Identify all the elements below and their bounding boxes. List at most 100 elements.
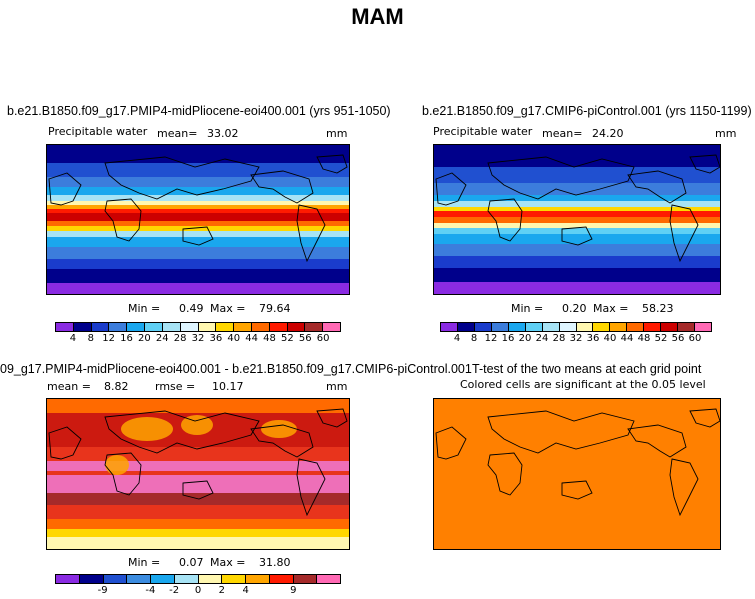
panel3-mean-label: mean =	[47, 380, 91, 393]
colorbar-label: 28	[173, 333, 187, 344]
colorbar-label: 56	[298, 333, 312, 344]
colorbar-cell	[661, 323, 679, 331]
colorbar-cell	[151, 575, 175, 583]
panel2-variable: Precipitable water	[433, 125, 533, 138]
colorbar-label: 24	[155, 333, 169, 344]
panel3-colorbar: -9 -4 -2 0 2 4 9	[55, 574, 341, 596]
colorbar-label: 44	[620, 333, 634, 344]
colorbar-cell	[269, 323, 288, 331]
colorbar-cell	[678, 323, 696, 331]
colorbar-cell	[593, 323, 611, 331]
colorbar-cell	[73, 323, 92, 331]
panel2-title: b.e21.B1850.f09_g17.CMIP6-piControl.001 …	[422, 104, 752, 118]
colorbar-label: 32	[569, 333, 583, 344]
colorbar-label: -2	[169, 585, 180, 596]
panel1-variable: Precipitable water	[48, 125, 148, 138]
panel2-mean-value: 24.20	[592, 127, 624, 140]
colorbar-label: 12	[102, 333, 115, 344]
colorbar-label: 20	[518, 333, 532, 344]
colorbar-cell	[491, 323, 509, 331]
colorbar-label: 0	[194, 585, 202, 596]
panel2-max-value: 58.23	[642, 302, 674, 315]
panel3-max-label: Max =	[210, 556, 246, 569]
colorbar-cell	[323, 323, 340, 331]
panel1-map	[46, 144, 350, 295]
panel2-units: mm	[715, 127, 737, 140]
panel2-map	[433, 144, 721, 295]
colorbar-cell	[180, 323, 199, 331]
panel1-mean-label: mean=	[157, 127, 198, 140]
colorbar-cell	[103, 575, 128, 583]
colorbar-label: 20	[138, 333, 151, 344]
colorbar-cells	[440, 322, 712, 332]
colorbar-label: 48	[263, 333, 276, 344]
colorbar-cell	[610, 323, 628, 331]
colorbar-label: 12	[484, 333, 498, 344]
colorbar-cell	[542, 323, 560, 331]
colorbar-label: 28	[552, 333, 566, 344]
panel2-min-label: Min =	[511, 302, 544, 315]
colorbar-label: 8	[470, 333, 478, 344]
panel2-min-value: 0.20	[562, 302, 587, 315]
colorbar-cell	[91, 323, 110, 331]
colorbar-cell	[293, 575, 318, 583]
colorbar-cell	[56, 323, 74, 331]
panel1-min-value: 0.49	[179, 302, 204, 315]
colorbar-cell	[198, 575, 223, 583]
panel3-rmse-value: 10.17	[212, 380, 244, 393]
colorbar-cell	[559, 323, 577, 331]
colorbar-label: 60	[316, 333, 330, 344]
colorbar-label: 32	[191, 333, 205, 344]
colorbar-label: 48	[637, 333, 651, 344]
colorbar-label: 16	[120, 333, 133, 344]
colorbar-cell	[216, 323, 235, 331]
colorbar-cell	[576, 323, 594, 331]
colorbar-cell	[457, 323, 475, 331]
colorbar-label: 4	[242, 585, 249, 596]
colorbar-label: 56	[671, 333, 685, 344]
colorbar-cell	[145, 323, 163, 331]
colorbar-label: 9	[290, 585, 297, 596]
colorbar-label: 4	[453, 333, 461, 344]
colorbar-cell	[222, 575, 246, 583]
panel1-max-value: 79.64	[259, 302, 291, 315]
colorbar-label: 52	[281, 333, 294, 344]
panel3-max-value: 31.80	[259, 556, 291, 569]
panel4-title: T-test of the two means at each grid poi…	[472, 362, 702, 376]
colorbar-cell	[525, 323, 543, 331]
colorbar-cell	[198, 323, 217, 331]
colorbar-cell	[474, 323, 492, 331]
panel1-mean-value: 33.02	[207, 127, 239, 140]
colorbar-cell	[127, 323, 146, 331]
panel1-colorbar: 4 8 12 16 20 24 28 32 36 40 44 48 52 56 60	[55, 322, 341, 344]
colorbar-label: 44	[245, 333, 258, 344]
colorbar-label: 24	[535, 333, 549, 344]
colorbar-cell	[127, 575, 151, 583]
figure-title: MAM	[351, 4, 404, 29]
colorbar-label: 40	[227, 333, 241, 344]
colorbar-label: 2	[218, 585, 226, 596]
colorbar-label: 8	[87, 333, 94, 344]
colorbar-cell	[695, 323, 711, 331]
colorbar-label: 52	[654, 333, 668, 344]
colorbar-cell	[269, 575, 294, 583]
panel4-map	[433, 398, 721, 550]
colorbar-label: 16	[501, 333, 515, 344]
colorbar-label: -4	[145, 585, 156, 596]
panel3-units: mm	[326, 380, 348, 393]
colorbar-cell	[246, 575, 270, 583]
colorbar-label: 36	[586, 333, 600, 344]
colorbar-cell	[162, 323, 181, 331]
colorbar-cell	[317, 575, 340, 583]
panel3-title: 09_g17.PMIP4-midPliocene-eoi400.001 - b.…	[0, 362, 472, 376]
panel1-min-label: Min =	[128, 302, 161, 315]
colorbar-cell	[251, 323, 270, 331]
panel3-min-label: Min =	[128, 556, 161, 569]
colorbar-label: 36	[209, 333, 223, 344]
panel2-max-label: Max =	[593, 302, 629, 315]
colorbar-label: 40	[603, 333, 617, 344]
colorbar-label: 4	[69, 333, 77, 344]
panel1-max-label: Max =	[210, 302, 246, 315]
colorbar-cell	[56, 575, 80, 583]
colorbar-cell	[305, 323, 324, 331]
